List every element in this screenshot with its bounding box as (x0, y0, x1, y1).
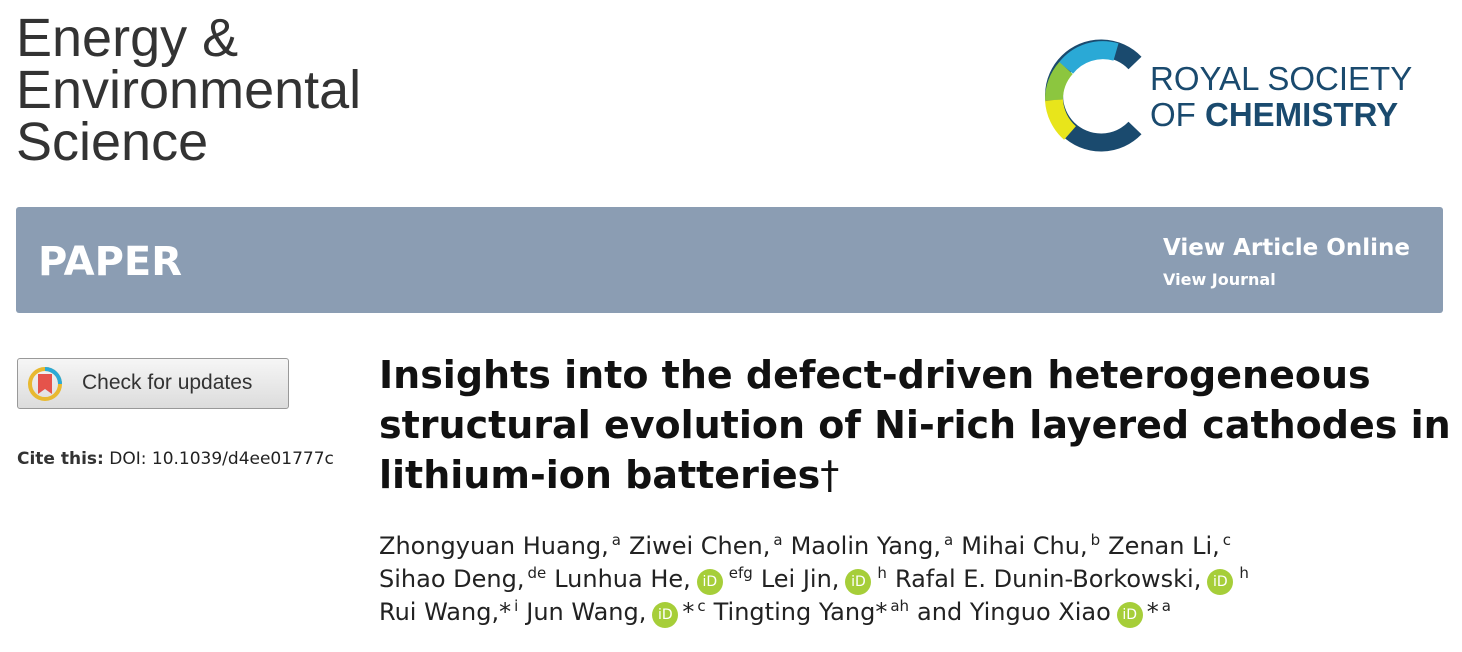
author-name: Ziwei Chen, (628, 532, 771, 560)
publisher-line: ROYAL SOCIETY (1150, 60, 1413, 97)
affiliation: a (773, 531, 783, 549)
journal-title: Energy & Environmental Science (16, 8, 362, 172)
author-line: Rui Wang,* i Jun Wang, iD * c Tingting Yang* ah… (379, 596, 1249, 629)
affiliation: ah (890, 597, 910, 615)
paper-label: PAPER (38, 239, 183, 285)
orcid-icon[interactable]: iD (1207, 569, 1234, 595)
author: Tingting Yang* ah (714, 598, 909, 626)
author-name: Zenan Li, (1108, 532, 1220, 560)
publisher-line: OF CHEMISTRY (1150, 96, 1398, 134)
cite: Cite this: DOI: 10.1039/d4ee01777c (17, 449, 334, 469)
cite-label: Cite this: (17, 449, 104, 469)
publisher-light: OF (1150, 96, 1196, 133)
title-line: structural evolution of Ni-rich layered … (379, 403, 1451, 447)
authors: Zhongyuan Huang, a Ziwei Chen, a Maolin Yang… (379, 530, 1249, 629)
rsc-logo (1045, 39, 1142, 152)
author-name: Rui Wang, (379, 598, 500, 626)
corresponding-mark: * (1146, 598, 1159, 626)
title-line: Insights into the defect-driven heteroge… (379, 353, 1371, 397)
author-name: and Yinguo Xiao (917, 598, 1111, 626)
affiliation: h (1239, 564, 1249, 582)
title-line: lithium-ion batteries† (379, 450, 1451, 500)
author: Rui Wang,* i (379, 598, 518, 626)
author-name: Lunhua He, (554, 565, 691, 593)
journal-line: Environmental (16, 60, 362, 120)
author: Lei Jin, iD h (760, 564, 887, 595)
orcid-icon[interactable]: iD (1116, 602, 1143, 628)
author: Maolin Yang, a (791, 532, 954, 560)
check-updates-label: Check for updates (82, 371, 253, 394)
orcid-icon[interactable]: iD (845, 569, 872, 595)
affiliation: h (877, 564, 887, 582)
title-text: lithium-ion batteries (379, 453, 821, 497)
author: Ziwei Chen, a (629, 532, 783, 560)
author: Lunhua He, iD efg (554, 564, 753, 595)
affiliation: a (611, 531, 621, 549)
doi: DOI: 10.1039/d4ee01777c (109, 449, 334, 469)
author: Rafal E. Dunin-Borkowski, iD h (894, 564, 1249, 595)
author-name: Jun Wang, (526, 598, 647, 626)
author: Zhongyuan Huang, a (379, 532, 621, 560)
publisher-bold: CHEMISTRY (1205, 96, 1399, 133)
affiliation: i (514, 597, 519, 615)
affiliation: c (697, 597, 706, 615)
author: Sihao Deng, de (379, 565, 546, 593)
author: Mihai Chu, b (961, 532, 1100, 560)
author-name: Tingting Yang (713, 598, 876, 626)
affiliation: a (943, 531, 954, 549)
affiliation: c (1222, 531, 1232, 549)
corresponding-mark: * (682, 598, 695, 626)
author-name: Lei Jin, (760, 565, 840, 593)
author: Jun Wang, iD * c (526, 597, 706, 628)
affiliation: a (1161, 597, 1171, 615)
affiliation: efg (728, 564, 753, 582)
banner: PAPER View Article Online View Journal (16, 207, 1443, 313)
author-name: Rafal E. Dunin-Borkowski, (894, 565, 1202, 593)
journal-line: Science (16, 112, 209, 172)
author-name: Maolin Yang, (790, 532, 941, 560)
article-title: Insights into the defect-driven heteroge… (379, 350, 1451, 500)
author: Zenan Li, c (1108, 532, 1231, 560)
check-updates-button[interactable]: Check for updates (17, 358, 289, 409)
view-article-link[interactable]: View Article Online (1163, 235, 1410, 261)
author: and Yinguo Xiao iD * a (917, 597, 1171, 628)
author-line: Zhongyuan Huang, a Ziwei Chen, a Maolin Yang… (379, 530, 1249, 563)
author-name: Sihao Deng, (379, 565, 525, 593)
orcid-icon[interactable]: iD (652, 602, 679, 628)
author-name: Zhongyuan Huang, (379, 532, 609, 560)
view-journal-link[interactable]: View Journal (1163, 270, 1276, 289)
corresponding-mark: * (499, 598, 512, 626)
author-name: Mihai Chu, (961, 532, 1088, 560)
author-line: Sihao Deng, de Lunhua He, iD efg Lei Jin, iD h R… (379, 563, 1249, 596)
affiliation: b (1090, 531, 1101, 549)
dagger: † (820, 453, 840, 497)
check-icon (28, 367, 62, 401)
orcid-icon[interactable]: iD (696, 569, 723, 595)
affiliation: de (527, 564, 547, 582)
corresponding-mark: * (875, 598, 888, 626)
journal-line: Energy & (16, 8, 239, 68)
